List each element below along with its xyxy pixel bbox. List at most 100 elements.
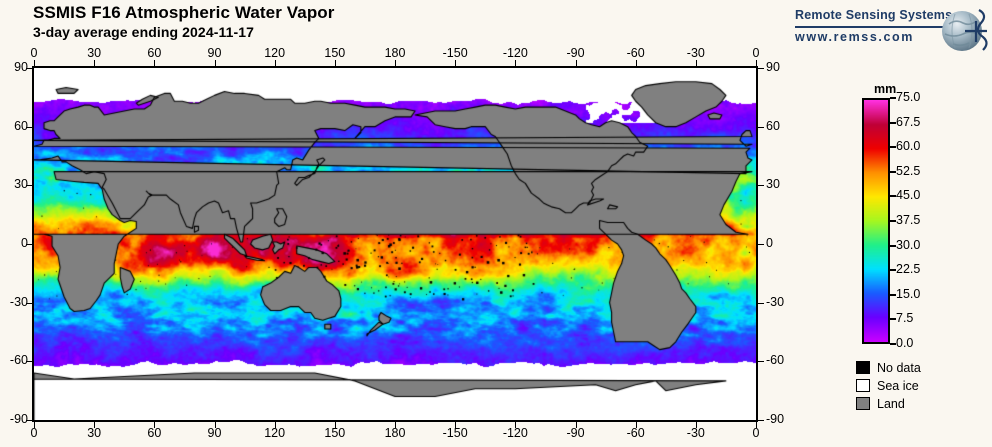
lon-tick-label-top: 90	[207, 46, 222, 60]
colorbar-tick	[890, 97, 896, 99]
axis-tick	[34, 60, 35, 66]
axis-tick	[275, 60, 276, 66]
lon-tick-label-bottom: 150	[324, 426, 346, 440]
logo-org-name: Remote Sensing Systems	[795, 8, 953, 22]
axis-tick	[395, 60, 396, 66]
colorbar-tick-label: 15.0	[896, 286, 921, 301]
axis-tick	[335, 60, 336, 66]
legend-item-no-data: No data	[856, 360, 921, 375]
lon-tick-label-top: 150	[324, 46, 346, 60]
lon-tick-label-bottom: -120	[502, 426, 528, 440]
lon-tick-label-bottom: 30	[87, 426, 102, 440]
axis-tick	[636, 60, 637, 66]
colorbar-tick	[890, 122, 896, 124]
lon-tick-label-bottom: -60	[626, 426, 645, 440]
axis-tick	[758, 127, 764, 128]
axis-tick	[515, 422, 516, 428]
axis-tick	[26, 68, 32, 69]
lon-tick-label-top: -150	[442, 46, 468, 60]
axis-tick	[696, 60, 697, 66]
axis-tick	[576, 422, 577, 428]
colorbar-tick-label: 67.5	[896, 114, 921, 129]
axis-tick	[26, 127, 32, 128]
lon-tick-label-top: -120	[502, 46, 528, 60]
axis-tick	[576, 60, 577, 66]
axis-tick	[758, 303, 764, 304]
legend-label-no-data: No data	[877, 360, 921, 375]
axis-tick	[26, 361, 32, 362]
lon-tick-label-top: -30	[686, 46, 705, 60]
lat-tick-label-left: 60	[14, 118, 28, 133]
lon-tick-label-bottom: -90	[566, 426, 585, 440]
colorbar-gradient	[864, 100, 888, 342]
colorbar-tick-label: 0.0	[896, 336, 914, 350]
lon-tick-label-top: 180	[384, 46, 406, 60]
axis-tick	[758, 185, 764, 186]
colorbar-tick	[890, 294, 896, 296]
axis-tick	[26, 185, 32, 186]
axis-tick	[26, 420, 32, 421]
axis-tick	[696, 422, 697, 428]
colorbar-tick	[890, 269, 896, 271]
axis-tick	[455, 422, 456, 428]
colorbar-tick	[890, 318, 896, 320]
colorbar-tick	[890, 146, 896, 148]
lat-tick-label-right: 0	[766, 236, 773, 250]
lon-tick-label-top: 60	[147, 46, 162, 60]
legend-item-sea-ice: Sea ice	[856, 378, 921, 393]
globe-icon	[942, 9, 988, 51]
colorbar-tick	[890, 343, 896, 345]
colorbar-tick	[890, 220, 896, 222]
axis-tick	[94, 422, 95, 428]
lon-tick-label-bottom: -150	[442, 426, 468, 440]
axis-tick	[395, 422, 396, 428]
axis-tick	[758, 68, 764, 69]
axis-tick	[758, 361, 764, 362]
axis-tick	[154, 60, 155, 66]
legend-swatch-no-data	[856, 361, 870, 374]
colorbar-tick-label: 30.0	[896, 237, 921, 252]
colorbar-tick-label: 60.0	[896, 139, 921, 154]
lon-tick-label-bottom: -30	[686, 426, 705, 440]
lon-tick-label-top: 30	[87, 46, 102, 60]
lat-tick-label-right: 60	[766, 118, 780, 133]
axis-tick	[756, 60, 757, 66]
colorbar-tick-label: 7.5	[896, 311, 914, 326]
axis-tick	[94, 60, 95, 66]
colorbar-unit-label: mm	[874, 82, 897, 96]
legend-swatch-land	[856, 397, 870, 410]
lon-tick-label-bottom: 180	[384, 426, 406, 440]
lon-tick-label-bottom: 120	[264, 426, 286, 440]
lat-tick-label-right: -30	[766, 294, 785, 309]
water-vapor-heatmap	[34, 68, 756, 420]
logo-website: www.remss.com	[795, 30, 914, 44]
axis-tick	[26, 303, 32, 304]
axis-tick	[26, 244, 32, 245]
lat-tick-label-right: 30	[766, 177, 780, 192]
axis-tick	[756, 422, 757, 428]
axis-tick	[515, 60, 516, 66]
lon-tick-label-top: 0	[752, 46, 760, 60]
lat-tick-label-right: 90	[766, 60, 780, 74]
map-plot-area	[32, 66, 758, 422]
axis-tick	[636, 422, 637, 428]
colorbar-tick-label: 45.0	[896, 188, 921, 203]
lat-tick-label-left: 0	[21, 236, 28, 250]
legend-label-sea-ice: Sea ice	[877, 378, 919, 393]
colorbar-tick-label: 37.5	[896, 213, 921, 227]
colorbar-tick-label: 75.0	[896, 90, 921, 104]
legend-item-land: Land	[856, 396, 921, 411]
map-legend: No data Sea ice Land	[856, 360, 921, 414]
colorbar-tick	[890, 245, 896, 247]
axis-tick	[335, 422, 336, 428]
page-title: SSMIS F16 Atmospheric Water Vapor	[33, 3, 335, 22]
lon-tick-label-bottom: 0	[752, 426, 760, 440]
axis-tick	[758, 244, 764, 245]
lat-tick-label-left: -30	[9, 294, 28, 309]
lat-tick-label-left: -60	[9, 353, 28, 368]
lon-tick-label-top: 0	[30, 46, 38, 60]
logo-divider	[795, 26, 943, 28]
lat-tick-label-left: 90	[14, 60, 28, 74]
legend-label-land: Land	[877, 396, 905, 411]
axis-tick	[455, 60, 456, 66]
